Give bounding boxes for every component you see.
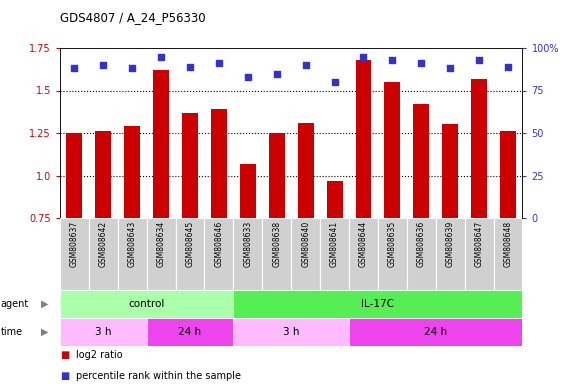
Bar (66, 133, 82, 218)
Text: GSM808635: GSM808635 (388, 221, 397, 267)
Bar (153, 70, 169, 218)
Text: GSM808638: GSM808638 (272, 221, 282, 267)
Point (156, 53, 166, 60)
Bar (349, 318, 522, 346)
Text: GSM808636: GSM808636 (417, 221, 426, 267)
Point (388, 57, 397, 63)
Bar (234, 318, 349, 346)
Bar (356, 60, 371, 218)
Point (301, 62, 310, 68)
Text: GSM808642: GSM808642 (99, 221, 108, 267)
Text: GSM808647: GSM808647 (475, 221, 484, 267)
Point (359, 53, 368, 60)
Bar (204, 218, 234, 290)
Bar (297, 123, 313, 218)
Text: ▶: ▶ (41, 327, 49, 337)
Bar (240, 164, 256, 218)
Point (330, 79, 339, 85)
Text: GSM808633: GSM808633 (243, 221, 252, 267)
Point (445, 65, 455, 71)
Text: percentile rank within the sample: percentile rank within the sample (76, 371, 241, 381)
Text: 24 h: 24 h (424, 327, 447, 337)
Point (272, 70, 282, 76)
Text: GSM808643: GSM808643 (128, 221, 136, 267)
Bar (211, 109, 227, 218)
Bar (436, 218, 465, 290)
Bar (378, 218, 407, 290)
Text: 3 h: 3 h (95, 327, 111, 337)
Bar (384, 82, 400, 218)
Bar (147, 318, 234, 346)
Point (475, 57, 484, 63)
Bar (176, 218, 204, 290)
Bar (407, 218, 436, 290)
Text: ■: ■ (60, 350, 69, 360)
Bar (493, 218, 522, 290)
Text: GSM808646: GSM808646 (215, 221, 223, 267)
Bar (95, 131, 111, 218)
Text: IL-17C: IL-17C (361, 299, 395, 309)
Text: GSM808637: GSM808637 (70, 221, 79, 267)
Text: GSM808641: GSM808641 (330, 221, 339, 267)
Text: GSM808644: GSM808644 (359, 221, 368, 267)
Bar (443, 124, 458, 218)
Bar (471, 79, 487, 218)
Bar (269, 133, 285, 218)
Bar (124, 126, 140, 218)
Text: time: time (1, 327, 23, 337)
Point (504, 64, 513, 70)
Bar (320, 218, 349, 290)
Point (186, 64, 195, 70)
Point (70, 65, 79, 71)
Bar (234, 290, 522, 318)
Text: GSM808634: GSM808634 (156, 221, 166, 267)
Bar (413, 104, 429, 218)
Bar (147, 218, 176, 290)
Text: GSM808648: GSM808648 (504, 221, 513, 267)
Bar (60, 290, 234, 318)
Bar (327, 180, 343, 218)
Point (243, 74, 252, 80)
Point (214, 60, 223, 66)
Bar (234, 218, 262, 290)
Bar (60, 218, 89, 290)
Text: log2 ratio: log2 ratio (76, 350, 123, 360)
Text: GSM808640: GSM808640 (301, 221, 310, 267)
Bar (262, 218, 291, 290)
Text: agent: agent (1, 299, 29, 309)
Bar (291, 218, 320, 290)
Text: ■: ■ (60, 371, 69, 381)
Point (99, 62, 108, 68)
Text: GSM808645: GSM808645 (186, 221, 195, 267)
Bar (118, 218, 147, 290)
Text: ▶: ▶ (41, 299, 49, 309)
Bar (349, 218, 378, 290)
Text: 3 h: 3 h (283, 327, 299, 337)
Text: GSM808639: GSM808639 (446, 221, 455, 267)
Bar (182, 113, 198, 218)
Point (417, 60, 426, 66)
Point (128, 65, 137, 71)
Bar (60, 318, 147, 346)
Bar (89, 218, 118, 290)
Text: GDS4807 / A_24_P56330: GDS4807 / A_24_P56330 (60, 12, 206, 25)
Text: 24 h: 24 h (179, 327, 202, 337)
Bar (465, 218, 493, 290)
Text: control: control (128, 299, 165, 309)
Bar (500, 131, 516, 218)
